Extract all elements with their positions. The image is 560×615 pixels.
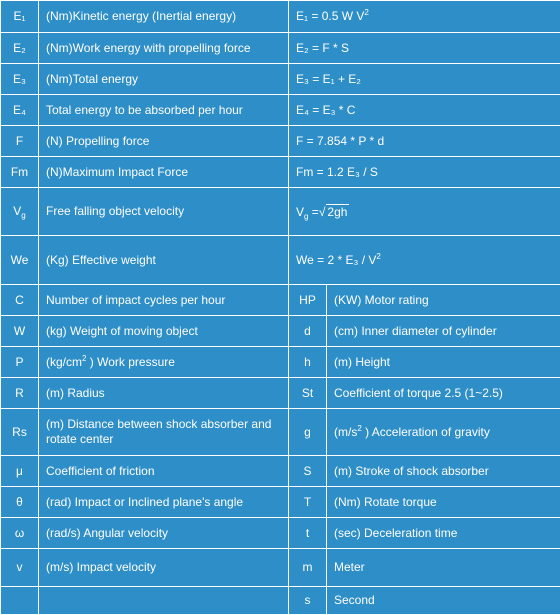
description-cell: (kg/cm2 ) Work pressure [39, 347, 289, 378]
symbol-cell: P [1, 347, 39, 378]
symbol-cell [1, 587, 39, 615]
description-cell [39, 587, 289, 615]
symbol-cell: v [1, 549, 39, 587]
symbol-cell: E₁ [1, 1, 39, 33]
description-cell: Free falling object velocity [39, 188, 289, 236]
table-row: F (N) Propelling force F = 7.854 * P * d [1, 126, 560, 157]
description-cell: (sec) Deceleration time [327, 518, 560, 549]
symbol-cell: C [1, 285, 39, 316]
description-cell: Total energy to be absorbed per hour [39, 95, 289, 126]
table-row: E₃ (Nm)Total energy E₃ = E₁ + E₂ [1, 64, 560, 95]
table-row: Fm (N)Maximum Impact Force Fm = 1.2 E₃ /… [1, 157, 560, 188]
formula-cell: E₃ = E₁ + E₂ [289, 64, 560, 95]
description-cell: (Nm)Total energy [39, 64, 289, 95]
description-cell: (m) Distance between shock absorber and … [39, 409, 289, 456]
symbol-cell: F [1, 126, 39, 157]
table-row: μ Coefficient of friction S (m) Stroke o… [1, 456, 560, 487]
table-row: E₄ Total energy to be absorbed per hour … [1, 95, 560, 126]
description-cell: (Nm)Kinetic energy (Inertial energy) [39, 1, 289, 33]
symbol-cell: E₃ [1, 64, 39, 95]
formula-cell: F = 7.854 * P * d [289, 126, 560, 157]
table-row: θ (rad) Impact or Inclined plane's angle… [1, 487, 560, 518]
description-cell: Number of impact cycles per hour [39, 285, 289, 316]
table-row: E₁ (Nm)Kinetic energy (Inertial energy) … [1, 1, 560, 33]
symbol-cell: St [289, 378, 327, 409]
square-root-icon: √ [319, 205, 326, 219]
symbol-cell: s [289, 587, 327, 615]
symbol-cell: We [1, 236, 39, 285]
description-cell: (m) Height [327, 347, 560, 378]
symbol-cell: μ [1, 456, 39, 487]
symbol-cell: E₄ [1, 95, 39, 126]
description-cell: (N)Maximum Impact Force [39, 157, 289, 188]
symbol-cell: t [289, 518, 327, 549]
table-row: P (kg/cm2 ) Work pressure h (m) Height [1, 347, 560, 378]
symbol-cell: m [289, 549, 327, 587]
table-row: s Second [1, 587, 560, 615]
description-cell: (m/s) Impact velocity [39, 549, 289, 587]
description-cell: (Nm)Work energy with propelling force [39, 33, 289, 64]
description-cell: Coefficient of torque 2.5 (1~2.5) [327, 378, 560, 409]
formula-cell: E₁ = 0.5 W V2 [289, 1, 560, 33]
formula-cell: Fm = 1.2 E₃ / S [289, 157, 560, 188]
description-cell: (m/s2 ) Acceleration of gravity [327, 409, 560, 456]
symbol-cell: d [289, 316, 327, 347]
table-row: v (m/s) Impact velocity m Meter [1, 549, 560, 587]
description-cell: (N) Propelling force [39, 126, 289, 157]
description-cell: (KW) Motor rating [327, 285, 560, 316]
table-row: We (Kg) Effective weight We = 2 * E₃ / V… [1, 236, 560, 285]
description-cell: (kg) Weight of moving object [39, 316, 289, 347]
symbol-cell: ω [1, 518, 39, 549]
description-cell: Coefficient of friction [39, 456, 289, 487]
description-cell: Meter [327, 549, 560, 587]
formula-cell: We = 2 * E₃ / V2 [289, 236, 560, 285]
formula-cell: E₄ = E₃ * C [289, 95, 560, 126]
symbol-cell: HP [289, 285, 327, 316]
symbol-cell: E₂ [1, 33, 39, 64]
symbol-cell: Fm [1, 157, 39, 188]
description-cell: (cm) Inner diameter of cylinder [327, 316, 560, 347]
formula-cell: Vg =√2gh [289, 188, 560, 236]
symbol-cell: R [1, 378, 39, 409]
symbol-cell: g [289, 409, 327, 456]
description-cell: (m) Radius [39, 378, 289, 409]
description-cell: (Nm) Rotate torque [327, 487, 560, 518]
table-row: C Number of impact cycles per hour HP (K… [1, 285, 560, 316]
table-row: Rs (m) Distance between shock absorber a… [1, 409, 560, 456]
symbol-cell: Vg [1, 188, 39, 236]
table-row: ω (rad/s) Angular velocity t (sec) Decel… [1, 518, 560, 549]
symbol-cell: W [1, 316, 39, 347]
description-cell: (rad) Impact or Inclined plane's angle [39, 487, 289, 518]
description-cell: (Kg) Effective weight [39, 236, 289, 285]
symbol-cell: S [289, 456, 327, 487]
description-cell: (m) Stroke of shock absorber [327, 456, 560, 487]
symbol-cell: Rs [1, 409, 39, 456]
table-row: R (m) Radius St Coefficient of torque 2.… [1, 378, 560, 409]
table-row: E₂ (Nm)Work energy with propelling force… [1, 33, 560, 64]
table-row: W (kg) Weight of moving object d (cm) In… [1, 316, 560, 347]
description-cell: Second [327, 587, 560, 615]
symbol-cell: θ [1, 487, 39, 518]
table-row: Vg Free falling object velocity Vg =√2gh [1, 188, 560, 236]
description-cell: (rad/s) Angular velocity [39, 518, 289, 549]
formula-cell: E₂ = F * S [289, 33, 560, 64]
symbol-cell: T [289, 487, 327, 518]
symbol-cell: h [289, 347, 327, 378]
